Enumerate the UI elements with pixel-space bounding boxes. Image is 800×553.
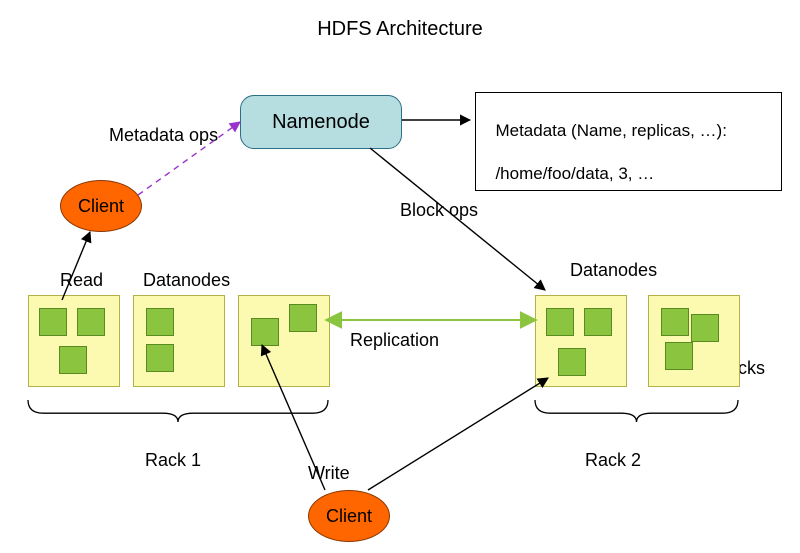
- datanode-2: [133, 295, 225, 387]
- label-metadata-ops: Metadata ops: [109, 125, 218, 146]
- metadata-line1: Metadata (Name, replicas, …):: [495, 121, 726, 140]
- block: [146, 308, 174, 336]
- datanode-1: [28, 295, 120, 387]
- block: [146, 344, 174, 372]
- label-datanodes-1: Datanodes: [143, 270, 230, 291]
- label-rack2: Rack 2: [585, 450, 641, 471]
- block: [77, 308, 105, 336]
- block: [39, 308, 67, 336]
- datanode-4: [535, 295, 627, 387]
- client-top: Client: [60, 180, 142, 232]
- diagram-title: HDFS Architecture: [250, 18, 550, 41]
- label-rack1: Rack 1: [145, 450, 201, 471]
- client-bottom: Client: [308, 490, 390, 542]
- block: [661, 308, 689, 336]
- block: [59, 346, 87, 374]
- label-datanodes-2: Datanodes: [570, 260, 657, 281]
- datanode-5: [648, 295, 740, 387]
- block: [546, 308, 574, 336]
- label-block-ops: Block ops: [400, 200, 478, 221]
- namenode: Namenode: [240, 95, 402, 149]
- block: [251, 318, 279, 346]
- block: [665, 342, 693, 370]
- label-replication: Replication: [350, 330, 439, 351]
- arrows-layer: [0, 0, 800, 553]
- metadata-box: Metadata (Name, replicas, …): /home/foo/…: [475, 92, 782, 191]
- label-read: Read: [60, 270, 103, 291]
- datanode-3: [238, 295, 330, 387]
- metadata-line2: /home/foo/data, 3, …: [495, 164, 654, 183]
- block: [558, 348, 586, 376]
- block: [289, 304, 317, 332]
- label-write: Write: [308, 463, 350, 484]
- block: [691, 314, 719, 342]
- block: [584, 308, 612, 336]
